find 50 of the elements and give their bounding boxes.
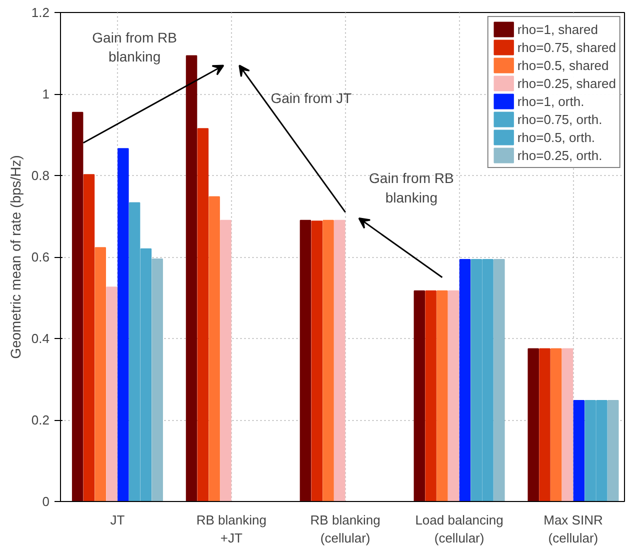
legend-label: rho=1, orth.: [517, 94, 584, 108]
y-tick-label: 0.2: [31, 412, 50, 428]
bar: [436, 290, 448, 502]
x-tick-label: JT: [110, 512, 125, 528]
bar: [528, 348, 539, 502]
bar: [562, 348, 574, 502]
bar: [72, 112, 84, 502]
legend-label: rho=0.75, orth.: [517, 112, 602, 126]
legend-label: rho=0.25, orth.: [517, 148, 602, 162]
bar: [459, 258, 471, 502]
legend-label: rho=0.5, shared: [517, 58, 609, 72]
x-tick-label: Max SINR (cellular): [544, 512, 603, 546]
bar: [448, 290, 460, 502]
bar: [334, 220, 346, 502]
bar: [607, 400, 619, 502]
bar: [152, 258, 163, 502]
bar: [494, 258, 505, 502]
legend-label: rho=0.25, shared: [517, 76, 616, 90]
x-tick-label: RB blanking (cellular): [310, 512, 380, 546]
annotation: Gain from RB blanking: [369, 170, 454, 206]
y-tick-label: 0: [42, 494, 50, 509]
bar: [220, 220, 232, 502]
bar: [197, 128, 209, 502]
y-tick-label: 0.8: [31, 168, 50, 183]
annotation: Gain from JT: [270, 90, 352, 106]
bar: [83, 174, 95, 502]
legend-label: rho=0.75, shared: [517, 40, 616, 54]
bar: [311, 220, 322, 502]
bar: [106, 286, 118, 502]
bar: [186, 55, 198, 502]
x-tick-label: Load balancing (cellular): [415, 512, 504, 546]
bar: [573, 400, 585, 502]
x-tick-label: RB blanking +JT: [196, 512, 266, 546]
legend-label: rho=1, shared: [517, 22, 598, 36]
bar: [118, 148, 129, 502]
y-axis-title: Geometric mean of rate (bps/Hz): [7, 155, 24, 359]
bar: [208, 196, 220, 502]
legend-label: rho=0.5, orth.: [517, 130, 596, 144]
bar: [94, 247, 106, 502]
bar: [425, 290, 436, 502]
annotation: Gain from RB blanking: [92, 30, 177, 65]
y-tick-label: 0.6: [31, 250, 50, 264]
bar: [300, 220, 312, 502]
bar: [322, 220, 334, 502]
y-tick-label: 1: [42, 86, 50, 102]
bar: [539, 348, 550, 502]
y-tick-label: 1.2: [31, 5, 50, 20]
y-tick-label: 0.4: [31, 331, 50, 346]
bar: [550, 348, 562, 502]
bar: [414, 290, 426, 502]
